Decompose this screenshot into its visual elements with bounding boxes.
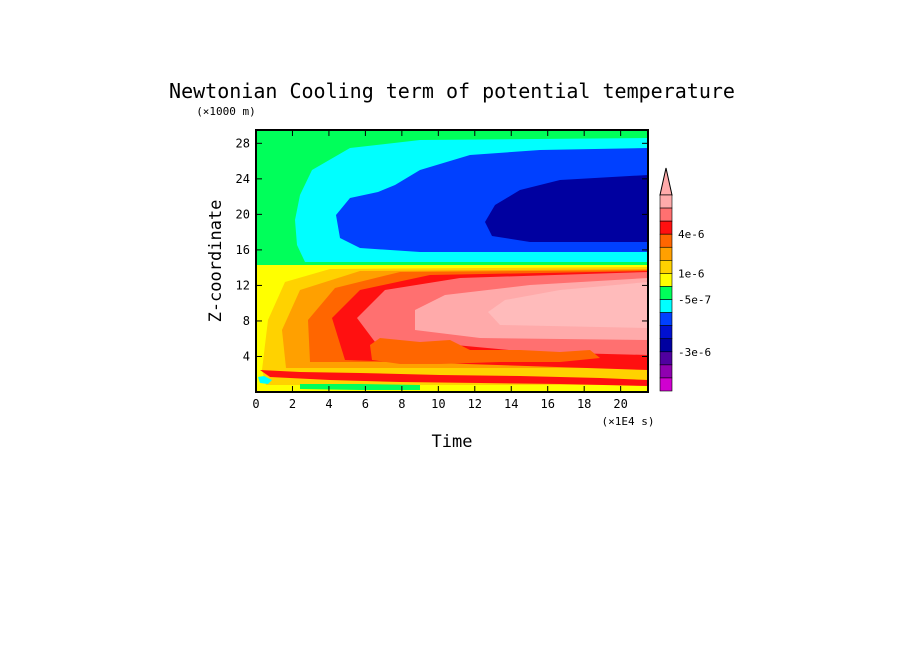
colorbar-swatch	[659, 377, 673, 392]
y-tick-label: 8	[243, 314, 250, 328]
region-green-patch	[300, 384, 420, 390]
plot-area	[256, 130, 648, 392]
colorbar-swatch	[659, 338, 673, 353]
x-tick-label: 8	[398, 397, 405, 411]
colorbar-swatch	[659, 312, 673, 326]
x-tick-label: 18	[577, 397, 591, 411]
y-unit-label: (×1000 m)	[196, 105, 256, 118]
y-tick-label: 20	[236, 207, 250, 221]
region-orange-blob	[370, 338, 600, 364]
colorbar-swatch	[659, 233, 673, 248]
x-unit-label: (×1E4 s)	[602, 415, 655, 428]
colorbar-swatch	[659, 299, 673, 313]
colorbar-tick-label: -3e-6	[678, 346, 711, 359]
x-tick-label: 0	[252, 397, 259, 411]
colorbar-swatch	[659, 351, 673, 366]
y-tick-label: 12	[236, 278, 250, 292]
x-tick-label: 6	[362, 397, 369, 411]
colorbar-tick-label: 1e-6	[678, 267, 705, 280]
x-tick-label: 4	[325, 397, 332, 411]
colorbar-swatch	[659, 260, 673, 274]
y-tick-label: 16	[236, 243, 250, 257]
x-tick-label: 12	[468, 397, 482, 411]
y-tick-label: 24	[236, 172, 250, 186]
x-tick-label: 14	[504, 397, 518, 411]
y-tick-label: 28	[236, 136, 250, 150]
region-pale-pink	[488, 282, 648, 328]
x-axis: 0 2 4 6 8 10 12 14 16 18 20	[252, 130, 628, 411]
region-dark-blue-core	[485, 175, 648, 242]
chart-title: Newtonian Cooling term of potential temp…	[169, 79, 735, 103]
colorbar-swatch	[659, 220, 673, 235]
colorbar-swatch	[659, 286, 673, 300]
x-tick-label: 16	[540, 397, 554, 411]
region-red-stripe	[260, 370, 648, 386]
colorbar-swatch	[659, 273, 673, 287]
colorbar-swatch	[659, 246, 673, 261]
y-axis: 4 8 12 16 20 24 28	[236, 136, 648, 363]
colorbar-swatch	[659, 325, 673, 340]
colorbar-extend-arrow	[659, 167, 673, 196]
y-axis-label: Z-coordinate	[206, 200, 226, 323]
colorbar-swatch	[659, 364, 673, 379]
colorbar: 4e-6 1e-6 -5e-7 -3e-6	[659, 167, 711, 392]
x-tick-label: 10	[431, 397, 445, 411]
x-tick-label: 2	[289, 397, 296, 411]
colorbar-swatch	[659, 207, 673, 222]
region-cyan-patch	[258, 376, 272, 384]
y-tick-label: 4	[243, 349, 250, 363]
colorbar-swatch	[659, 194, 673, 209]
plot-frame	[255, 129, 649, 393]
colorbar-tick-label: -5e-7	[678, 294, 711, 307]
colorbar-tick-label: 4e-6	[678, 228, 705, 241]
x-axis-label: Time	[432, 432, 473, 452]
x-tick-label: 20	[613, 397, 627, 411]
